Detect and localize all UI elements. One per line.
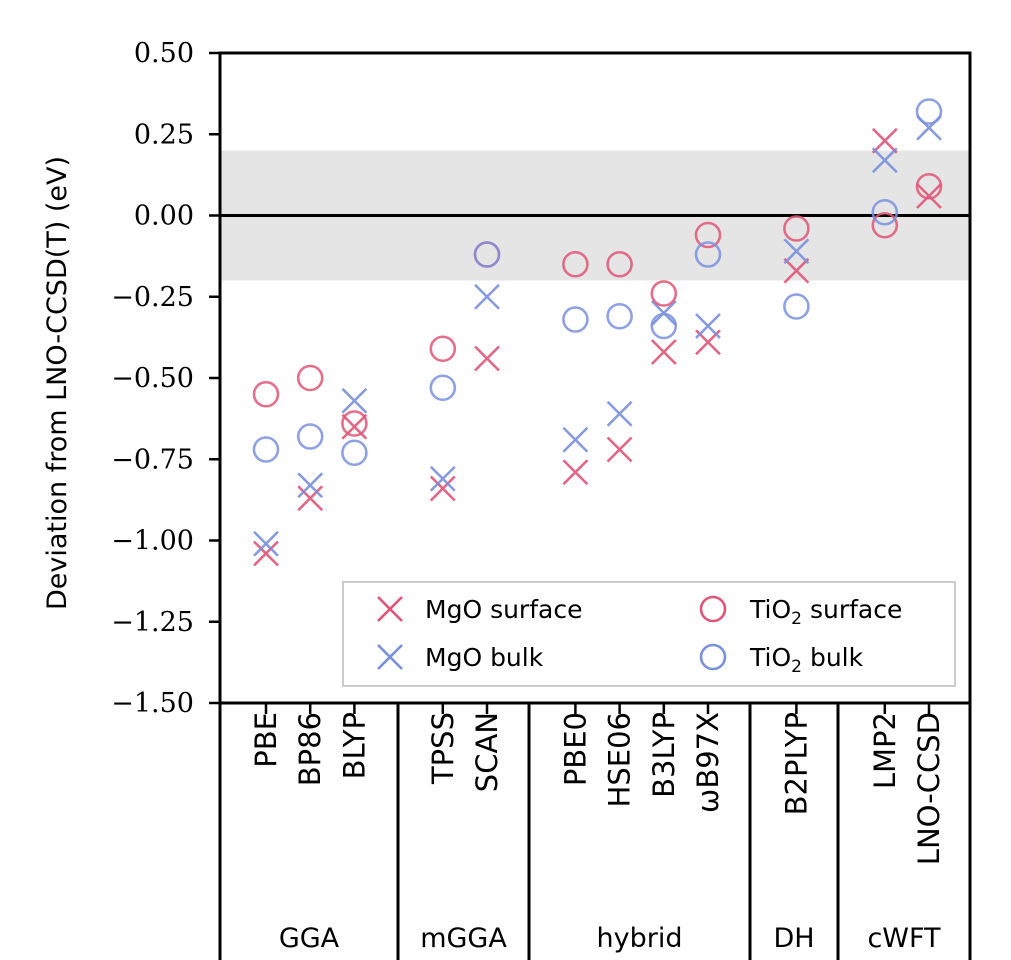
y-axis-label: Deviation from LNO-CCSD(T) (eV) <box>42 156 73 610</box>
category-label: LNO-CCSD <box>912 712 946 865</box>
data-point-x <box>253 530 279 557</box>
legend-box <box>342 581 956 687</box>
data-point-circle <box>606 302 633 330</box>
data-point-circle <box>562 250 589 278</box>
legend-label-tio2-bulk: TiO2 bulk <box>749 643 864 677</box>
data-point-x <box>562 459 589 486</box>
legend-marker-tio2-surface <box>699 595 727 623</box>
legend-label-mgo-bulk: MgO bulk <box>425 643 544 672</box>
legend-marker-tio2-bulk <box>699 643 727 671</box>
data-marks <box>252 98 943 567</box>
category-label: BLYP <box>337 712 371 779</box>
data-point-circle <box>694 241 722 268</box>
y-tick-label: −1.50 <box>111 688 194 719</box>
data-point-x <box>695 313 721 339</box>
data-point-circle <box>252 436 280 463</box>
group-label: hybrid <box>597 923 683 954</box>
category-label: LMP2 <box>868 712 902 789</box>
data-point-circle <box>429 374 457 402</box>
data-point-x <box>562 426 589 453</box>
y-tick-label: −1.00 <box>111 526 194 557</box>
data-point-x <box>297 485 324 512</box>
data-point-circle <box>562 306 589 333</box>
data-point-circle <box>341 439 368 467</box>
data-point-x <box>871 147 898 174</box>
data-point-circle <box>915 172 943 200</box>
data-point-circle <box>694 221 722 249</box>
data-point-x <box>429 475 456 502</box>
data-point-x <box>474 283 500 310</box>
y-tick-label: −0.50 <box>111 363 194 394</box>
y-axis: 0.50 0.25 0.00 −0.25 −0.50 −0.75 −1.00 −1.25 −1.… <box>111 38 220 719</box>
data-point-circle <box>429 335 457 363</box>
data-point-circle <box>252 380 280 408</box>
data-point-circle <box>341 410 368 437</box>
data-point-circle <box>650 280 678 307</box>
y-tick-label: 0.25 <box>134 119 194 150</box>
legend-marker-mgo-bulk <box>377 644 403 670</box>
data-point-x <box>606 400 633 427</box>
data-point-x <box>341 387 368 414</box>
group-label: mGGA <box>420 923 507 954</box>
category-label: BP86 <box>293 712 327 786</box>
data-point-x <box>871 127 898 154</box>
data-point-circle <box>871 198 899 226</box>
category-label: B3LYP <box>647 712 681 798</box>
group-label: cWFT <box>867 923 941 954</box>
data-point-circle <box>915 98 943 125</box>
data-point-circle <box>296 364 324 392</box>
data-point-x <box>253 540 279 567</box>
data-point-circle <box>871 211 899 239</box>
data-point-x <box>783 257 810 284</box>
data-point-x <box>783 238 810 265</box>
data-point-x <box>606 436 633 463</box>
data-point-circle <box>296 423 324 450</box>
legend: MgO surface MgO bulk TiO2 surface TiO2 bul… <box>342 581 956 687</box>
legend-label-mgo-surface: MgO surface <box>425 595 582 624</box>
data-point-circle <box>473 241 501 268</box>
data-point-circle <box>783 293 810 320</box>
data-point-x <box>916 183 942 209</box>
category-label: HSE06 <box>603 712 637 807</box>
category-axis: PBE BP86 BLYP TPSS SCAN PBE0 HSE06 B3LYP ωB97X B2… <box>218 701 972 960</box>
data-point-x <box>429 465 456 492</box>
data-point-x <box>474 345 500 372</box>
group-label: DH <box>773 923 814 954</box>
data-point-x <box>297 472 324 499</box>
category-label: B2PLYP <box>779 712 813 815</box>
data-point-x <box>650 339 677 365</box>
group-label: GGA <box>279 923 340 954</box>
y-tick-label: 0.50 <box>134 38 194 69</box>
y-tick-label: −1.25 <box>111 607 194 638</box>
legend-label-tio2-surface: TiO2 surface <box>749 595 902 629</box>
category-label: TPSS <box>426 712 460 785</box>
data-point-circle <box>606 250 633 278</box>
data-point-x <box>341 413 368 440</box>
data-point-circle <box>650 312 678 340</box>
legend-marker-mgo-surface <box>377 596 403 622</box>
category-label: PBE0 <box>558 712 592 786</box>
category-label: ωB97X <box>691 712 725 813</box>
y-tick-label: −0.75 <box>111 444 194 475</box>
y-tick-label: 0.00 <box>134 201 194 232</box>
data-point-circle <box>783 215 810 242</box>
category-label: SCAN <box>470 712 504 792</box>
y-tick-label: −0.25 <box>111 282 194 313</box>
category-label: PBE <box>249 712 283 768</box>
